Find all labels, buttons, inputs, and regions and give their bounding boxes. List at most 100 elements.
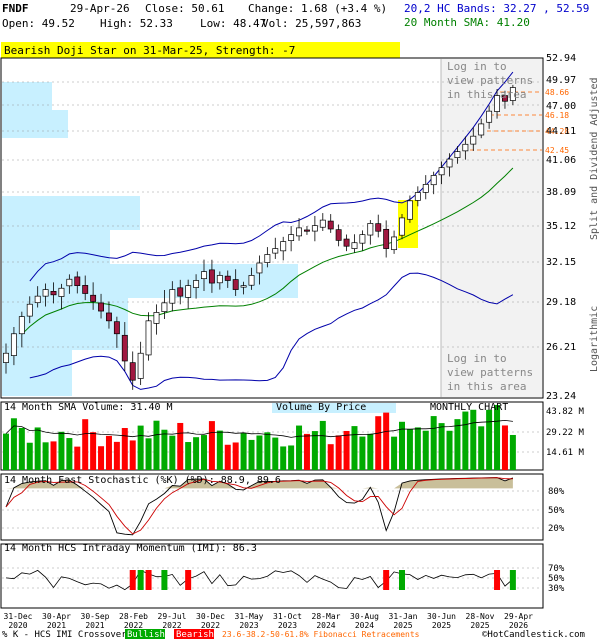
price-tick: 41.06 <box>546 155 576 166</box>
volume-bar <box>121 428 128 470</box>
candle-body-up <box>26 303 33 317</box>
volume-bar <box>161 429 168 470</box>
candle-body-down <box>74 276 81 287</box>
candle <box>311 215 318 242</box>
candle-body-up <box>494 95 500 112</box>
candle <box>66 274 73 294</box>
candle <box>272 237 279 259</box>
candle <box>430 171 437 195</box>
momentum-title: 14 Month HCS Intraday Momentum (IMI): 86… <box>4 543 257 554</box>
candle-body-up <box>288 234 295 241</box>
candle <box>351 234 358 253</box>
volume-bar <box>296 425 303 470</box>
candle-body-up <box>422 184 429 193</box>
price-tick: 47.00 <box>546 101 576 112</box>
stochastic-overbought-fill <box>6 477 513 489</box>
candle <box>304 225 310 235</box>
candle-body-down <box>232 279 239 290</box>
candle-body-down <box>335 229 342 241</box>
watermark-line: view patterns <box>447 74 533 87</box>
x-tick-label: 30-Sep <box>81 612 110 621</box>
candle <box>58 283 65 310</box>
volume-sma-line <box>5 419 513 438</box>
candle <box>391 230 398 254</box>
candlesticks <box>3 84 516 390</box>
candle-body-down <box>177 287 184 297</box>
candle-body-up <box>240 285 247 288</box>
momentum-grid <box>2 567 542 589</box>
candle-body-up <box>311 225 318 232</box>
candle <box>50 282 57 304</box>
volume-bar <box>438 423 445 470</box>
fib-labels: 48.66 46.18 44.28 42.45 <box>545 88 569 155</box>
candle-body-up <box>264 254 271 263</box>
candle-body-down <box>50 290 57 296</box>
candle <box>399 214 405 240</box>
watermark-line: Log in to <box>447 60 507 73</box>
candle <box>90 282 97 310</box>
ticker-symbol: FNDF <box>2 2 29 15</box>
bullish-label: Bullish <box>127 630 165 640</box>
volume-value: Vol: 25,597,863 <box>262 17 361 30</box>
volume-sma-path <box>5 419 513 438</box>
volume-bar <box>153 420 160 470</box>
x-tick-year: 2021 <box>47 621 66 630</box>
candle <box>288 226 295 252</box>
volume-axis: 43.82 M 29.22 M 14.61 M <box>546 407 585 458</box>
candle <box>153 304 160 335</box>
candle <box>106 301 112 329</box>
candle-body-up <box>272 248 279 254</box>
hc-bands-label: 20,2 HC Bands: 32.27 , 52.59 <box>404 2 589 15</box>
candle-body-down <box>375 223 382 232</box>
candle <box>113 316 120 348</box>
volume-bar <box>470 409 477 470</box>
quote-date: 29-Apr-26 <box>70 2 130 15</box>
monthly-chart-label: MONTHLY CHART <box>430 402 508 413</box>
volume-bar <box>343 430 350 470</box>
candle <box>224 270 231 288</box>
pattern-highlight <box>398 200 418 248</box>
x-tick-label: 28-Feb <box>119 612 148 621</box>
candle <box>296 218 302 241</box>
footer: % K - HCS IMI Crossover: Bullish Bearish… <box>2 629 585 640</box>
candle-body-down <box>121 334 128 362</box>
volume-bar <box>208 421 215 470</box>
candle-body-up <box>319 219 326 228</box>
candle-body-up <box>137 352 144 379</box>
candle <box>367 220 374 245</box>
volume-bar <box>486 409 493 470</box>
candle-body-up <box>248 275 255 286</box>
volume-bar <box>18 427 25 470</box>
pattern-banner-bg <box>1 42 400 58</box>
candle <box>129 351 136 390</box>
price-axis: 52.94 49.97 47.00 44.11 41.06 38.09 35.1… <box>546 53 576 402</box>
volume-bar <box>169 435 176 470</box>
candle <box>185 279 192 309</box>
candle-body-down <box>343 238 350 247</box>
candle-body-up <box>462 143 469 152</box>
stochastic-axis: 80% 50% 20% <box>548 487 565 534</box>
candle-body-up <box>414 192 421 201</box>
volume-bar <box>478 426 485 470</box>
fib-label: 44.28 <box>545 127 569 136</box>
candle-body-up <box>359 234 366 244</box>
candle-body-up <box>446 158 453 168</box>
volume-bar <box>399 421 405 470</box>
volume-bar <box>359 436 366 470</box>
candle-body-up <box>10 333 17 356</box>
x-axis: 31-Dec202030-Apr202130-Sep202128-Feb2022… <box>4 612 534 630</box>
x-tick-label: 31-May <box>235 612 264 621</box>
volume-bar <box>42 442 49 470</box>
candle <box>454 146 461 164</box>
watermark-line: in this area <box>447 88 526 101</box>
chart-header: FNDF 29-Apr-26 Close: 50.61 Change: 1.68… <box>2 2 589 30</box>
volume-tick: 14.61 M <box>546 448 585 458</box>
candle <box>3 343 9 374</box>
volume-bar <box>391 436 398 470</box>
candle <box>240 281 247 295</box>
volume-bar <box>66 438 73 470</box>
candle <box>335 224 342 247</box>
footer-prefix: % K - HCS IMI Crossover: <box>2 630 132 640</box>
candle <box>375 214 382 238</box>
imi-line <box>5 569 514 591</box>
